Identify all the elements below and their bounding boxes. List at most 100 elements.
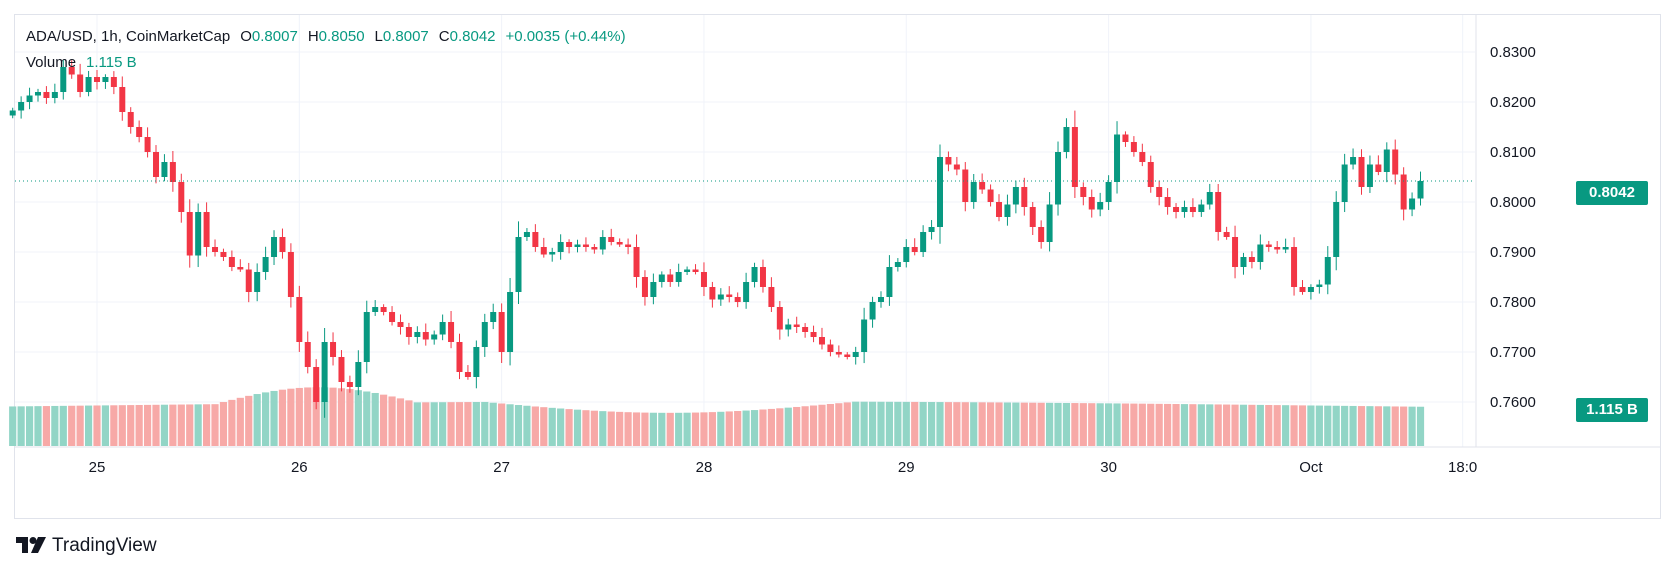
volume-bar [616, 411, 624, 446]
candle-body [734, 297, 741, 302]
volume-bar [582, 410, 590, 446]
volume-bar [354, 390, 362, 446]
candle-body [431, 334, 438, 340]
volume-bar [177, 404, 185, 446]
candle-body [397, 322, 404, 327]
volume-bar [396, 398, 405, 446]
volume-bar [658, 412, 666, 446]
candle-body [1147, 162, 1154, 187]
candle-body [785, 324, 792, 330]
volume-bar [700, 412, 708, 446]
candle-body [304, 342, 311, 367]
volume-bar [953, 402, 961, 446]
candle-body [1173, 207, 1180, 212]
volume-bar [809, 405, 818, 446]
volume-bar [599, 411, 607, 446]
candle-body [127, 112, 134, 127]
volume-bar [885, 401, 894, 446]
volume-bar [877, 401, 885, 446]
volume-bar [649, 412, 657, 446]
candle-body [1375, 164, 1382, 172]
candle-body [1189, 207, 1196, 212]
candle-body [464, 372, 471, 377]
candle-body [144, 137, 151, 152]
volume-bar [1003, 402, 1012, 446]
volume-bar [911, 401, 919, 446]
candle-body [1341, 164, 1348, 202]
volume-bar [708, 412, 716, 446]
candle-body [405, 327, 412, 337]
volume-bar [25, 406, 34, 446]
volume-legend: Volume 1.115 B [26, 54, 137, 71]
candle-body [136, 127, 143, 137]
volume-bar [42, 406, 51, 446]
candle-body [793, 324, 800, 327]
candle-body [1257, 244, 1264, 262]
volume-bar [801, 406, 809, 446]
high-label: H [307, 28, 319, 45]
volume-bar [1121, 403, 1130, 446]
volume-bar [506, 404, 514, 446]
chart-frame[interactable] [14, 14, 1661, 519]
candle-body [852, 352, 859, 357]
candle-body [380, 307, 387, 312]
volume-bar [514, 405, 523, 446]
candle-body [473, 347, 480, 377]
candle-body [886, 267, 893, 297]
volume-bar [776, 408, 784, 446]
candle-body [979, 182, 986, 190]
candle-body [1383, 149, 1390, 172]
candle-body [692, 269, 699, 272]
volume-bar [986, 402, 995, 446]
volume-bar [211, 404, 219, 446]
volume-bar [1290, 405, 1298, 446]
candle-body [481, 322, 488, 347]
volume-bar [641, 412, 649, 446]
candle-body [540, 247, 547, 255]
candle-body [759, 267, 766, 287]
candle-body [709, 287, 716, 300]
candle-body [77, 74, 84, 92]
candle-body [338, 357, 345, 382]
volume-bar [346, 389, 354, 446]
volume-bar [245, 395, 253, 446]
candle-body [1080, 187, 1087, 197]
candle-body [1409, 198, 1416, 210]
candle-body [641, 277, 648, 297]
y-tick-label: 0.8300 [1490, 44, 1536, 61]
x-tick-label: 28 [696, 459, 713, 476]
candle-body [1038, 227, 1045, 242]
volume-bar [860, 401, 868, 446]
volume-bar [1383, 406, 1391, 446]
volume-bar [101, 405, 110, 446]
volume-bar [1071, 403, 1079, 446]
candle-body [439, 322, 446, 335]
candle-body [18, 102, 25, 111]
volume-bar [927, 402, 936, 446]
candle-body [1324, 257, 1331, 285]
volume-bar [1408, 406, 1416, 446]
volume-bar [236, 397, 244, 446]
volume-bar [1349, 405, 1357, 446]
volume-bar [329, 387, 337, 446]
candle-body [802, 327, 809, 332]
tradingview-logo[interactable]: TradingView [16, 535, 157, 557]
volume-bar [902, 401, 910, 446]
candle-body [186, 212, 193, 256]
volume-bar [405, 400, 413, 446]
candle-body [389, 312, 396, 322]
candle-body [675, 272, 682, 282]
candle-body [1316, 284, 1323, 287]
volume-bar [1138, 403, 1146, 446]
volume-bar [1341, 405, 1349, 446]
candle-body [1248, 257, 1255, 262]
candle-body [448, 322, 455, 342]
low-value: 0.8007 [382, 28, 429, 45]
volume-bar [691, 412, 700, 446]
volume-bar [1324, 405, 1332, 446]
candle-body [616, 242, 623, 245]
volume-bar [995, 402, 1003, 446]
volume-bar [1391, 406, 1399, 446]
candle-body [650, 282, 657, 297]
